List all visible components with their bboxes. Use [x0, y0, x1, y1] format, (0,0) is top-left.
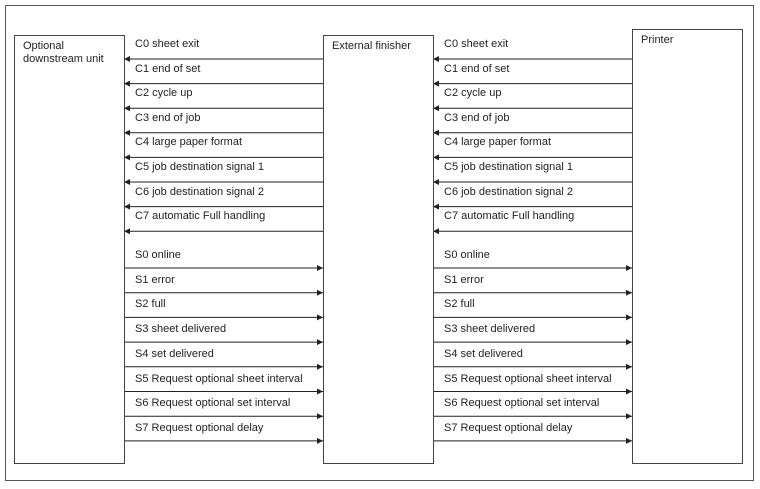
node-label: External finisher — [332, 40, 411, 52]
signal-label: S3 sheet delivered — [135, 323, 227, 336]
frame — [5, 5, 754, 481]
signal-label: S0 online — [135, 249, 181, 261]
signal-label: C2 cycle up — [135, 87, 193, 100]
signal-label: S6 Request optional set interval — [444, 397, 600, 410]
signal-label: S0 online — [444, 249, 490, 261]
signal-label: C7 automatic Full handling — [444, 210, 575, 223]
signal-label: C1 end of set — [135, 62, 201, 75]
node-box: Optional downstream unit — [14, 35, 125, 464]
signal-label: C5 job destination signal 1 — [444, 161, 574, 173]
signal-label: S2 full — [135, 298, 166, 311]
signal-label: C4 large paper format — [444, 136, 551, 149]
signal-label: S2 full — [444, 298, 475, 311]
signal-label: C5 job destination signal 1 — [135, 161, 265, 173]
signal-label: S5 Request optional sheet interval — [135, 372, 303, 385]
signal-label: S3 sheet delivered — [444, 323, 536, 336]
signal-label: S5 Request optional sheet interval — [444, 372, 612, 385]
signal-label: C0 sheet exit — [444, 38, 509, 50]
signal-label: C0 sheet exit — [135, 38, 200, 50]
signal-label: C7 automatic Full handling — [135, 210, 266, 223]
signal-label: S4 set delivered — [135, 347, 214, 360]
node-box: Printer — [632, 29, 743, 464]
signal-label: C1 end of set — [444, 62, 510, 75]
signal-label: S7 Request optional delay — [444, 421, 573, 434]
signal-label: C3 end of job — [135, 111, 201, 124]
signal-label: S6 Request optional set interval — [135, 397, 291, 410]
node-label: Optional downstream unit — [23, 40, 104, 65]
signal-label: C3 end of job — [444, 111, 510, 124]
signal-label: S7 Request optional delay — [135, 421, 264, 434]
node-box: External finisher — [323, 35, 434, 464]
signal-label: S1 error — [135, 273, 175, 286]
signal-label: S1 error — [444, 273, 484, 286]
signal-label: C4 large paper format — [135, 136, 242, 149]
signal-label: S4 set delivered — [444, 347, 523, 360]
node-label: Printer — [641, 34, 674, 46]
signal-label: C6 job destination signal 2 — [444, 185, 574, 198]
signal-label: C2 cycle up — [444, 87, 502, 100]
signal-label: C6 job destination signal 2 — [135, 185, 265, 198]
